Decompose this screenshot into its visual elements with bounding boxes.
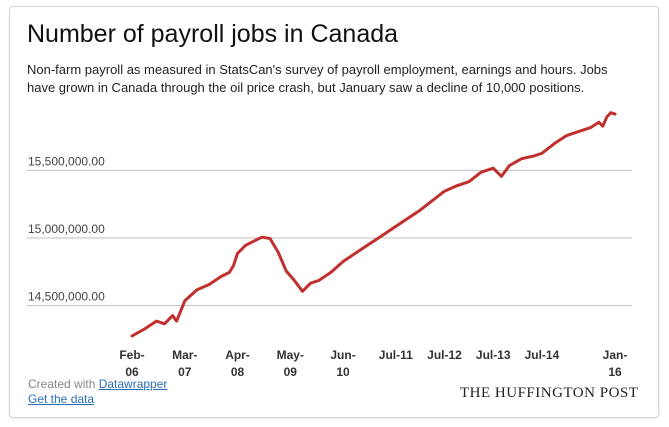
x-tick-label: Jul-13 <box>476 348 511 362</box>
gridlines <box>27 169 632 307</box>
x-tick-label-year: 16 <box>608 365 622 379</box>
y-tick-label: 14,500,000.00 <box>28 290 105 304</box>
x-tick-label-year: 07 <box>178 365 192 379</box>
x-tick-label-year: 09 <box>284 365 298 379</box>
x-tick-label-year: 06 <box>125 365 139 379</box>
x-axis: Feb- 06 Mar- 07 Apr- 08 May- 09 Jun- 10 Jul-11 Jul-… <box>119 348 627 379</box>
get-the-data-link[interactable]: Get the data <box>28 392 95 406</box>
x-tick-label-year: 08 <box>231 365 245 379</box>
series-layer <box>130 111 617 338</box>
chart-card <box>9 6 659 418</box>
x-tick-label: Jan- <box>603 348 628 362</box>
x-tick-label: Mar- <box>172 348 197 362</box>
line-chart: 14,500,000.0015,000,000.0015,500,000.00 … <box>27 111 632 379</box>
x-tick-label: May- <box>277 348 304 362</box>
x-tick-label: Jun- <box>330 348 355 362</box>
x-tick-label: Jul-11 <box>379 348 413 362</box>
x-tick-label: Apr- <box>225 348 250 362</box>
created-with-label: Created with <box>28 377 99 391</box>
x-tick-label: Jul-12 <box>427 348 462 362</box>
chart-title: Number of payroll jobs in Canada <box>27 20 399 48</box>
datawrapper-link[interactable]: Datawrapper <box>98 377 168 391</box>
x-tick-label-year: 10 <box>336 365 350 379</box>
x-tick-label: Feb- <box>119 348 144 362</box>
x-tick-label: Jul-14 <box>525 348 560 362</box>
created-with-note: Created with Datawrapper <box>28 377 167 391</box>
y-axis: 14,500,000.00 15,000,000.00 15,500,000.00 <box>28 154 105 303</box>
y-tick-label: 15,500,000.00 <box>28 154 105 168</box>
series-line-payroll-jobs <box>130 111 617 338</box>
y-tick-label: 15,000,000.00 <box>28 222 105 236</box>
chart-subtitle: Non-farm payroll as measured in StatsCan… <box>27 62 608 95</box>
brand-logo: THE HUFFINGTON POST <box>460 385 639 401</box>
